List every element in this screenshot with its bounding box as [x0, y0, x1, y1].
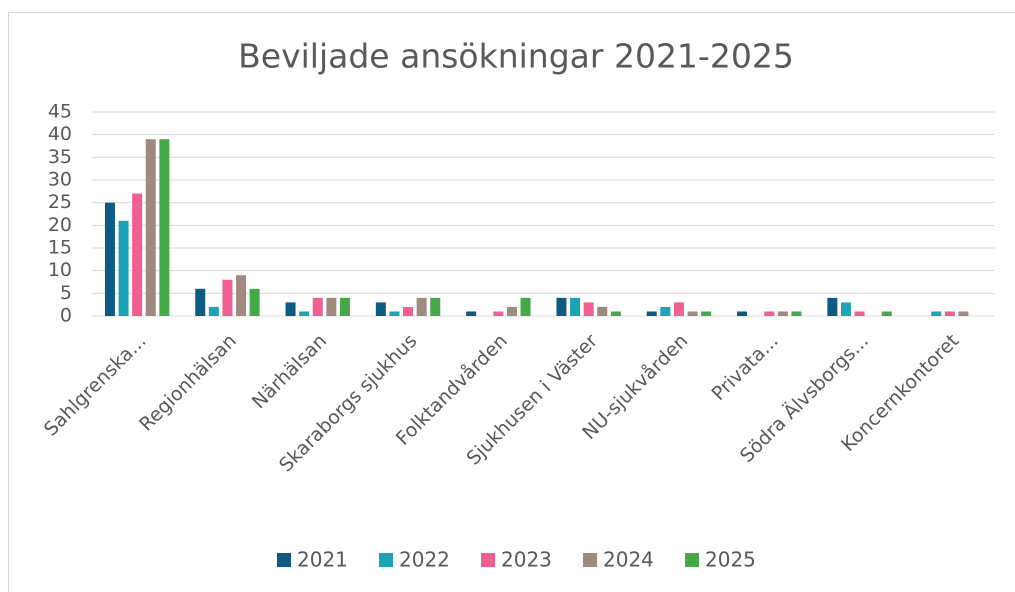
legend-swatch [685, 553, 699, 567]
bar [222, 279, 233, 316]
bar [466, 311, 477, 316]
y-tick-label: 30 [48, 169, 72, 191]
legend-label: 2021 [297, 548, 348, 572]
bar [570, 297, 581, 316]
bar [389, 311, 400, 316]
bar [931, 311, 942, 316]
bar [285, 302, 296, 316]
bar [195, 288, 206, 316]
legend-label: 2023 [501, 548, 552, 572]
y-tick-label: 10 [48, 259, 72, 281]
legend-label: 2025 [705, 548, 756, 572]
bar [326, 297, 337, 316]
legend-swatch [277, 553, 291, 567]
bar [673, 302, 684, 316]
y-tick-label: 40 [48, 123, 72, 145]
bar [958, 311, 969, 316]
y-tick-label: 5 [60, 282, 72, 304]
bar [132, 193, 143, 316]
chart-title: Beviljade ansökningar 2021-2025 [238, 37, 794, 76]
bar [159, 139, 170, 316]
y-tick-label: 20 [48, 214, 72, 236]
bar [583, 302, 594, 316]
bar [687, 311, 698, 316]
bar [854, 311, 865, 316]
bar [208, 306, 219, 316]
bar [597, 306, 608, 316]
bar [881, 311, 892, 316]
bar [764, 311, 775, 316]
legend-label: 2022 [399, 548, 450, 572]
y-tick-label: 45 [48, 101, 72, 123]
bar [827, 297, 838, 316]
bar [520, 297, 531, 316]
chart-frame [8, 12, 1015, 592]
bar [646, 311, 657, 316]
bar [416, 297, 427, 316]
bar [506, 306, 517, 316]
bar [610, 311, 621, 316]
bar [493, 311, 504, 316]
bar [944, 311, 955, 316]
bar [249, 288, 260, 316]
bar [299, 311, 310, 316]
bar [430, 297, 441, 316]
bar [375, 302, 386, 316]
bar [791, 311, 802, 316]
legend-swatch [379, 553, 393, 567]
legend-swatch [583, 553, 597, 567]
bar [339, 297, 350, 316]
legend-swatch [481, 553, 495, 567]
bar [145, 139, 156, 316]
bar [840, 302, 851, 316]
bar [660, 306, 671, 316]
bar [312, 297, 323, 316]
bar [236, 275, 247, 316]
y-tick-label: 15 [48, 237, 72, 259]
bar [118, 220, 129, 316]
y-tick-label: 0 [60, 305, 72, 327]
legend-label: 2024 [603, 548, 654, 572]
bar [701, 311, 712, 316]
bar [737, 311, 748, 316]
bar [403, 306, 414, 316]
bar [777, 311, 788, 316]
bar [556, 297, 567, 316]
y-tick-label: 35 [48, 146, 72, 168]
y-tick-label: 25 [48, 191, 72, 213]
bar [104, 202, 115, 316]
